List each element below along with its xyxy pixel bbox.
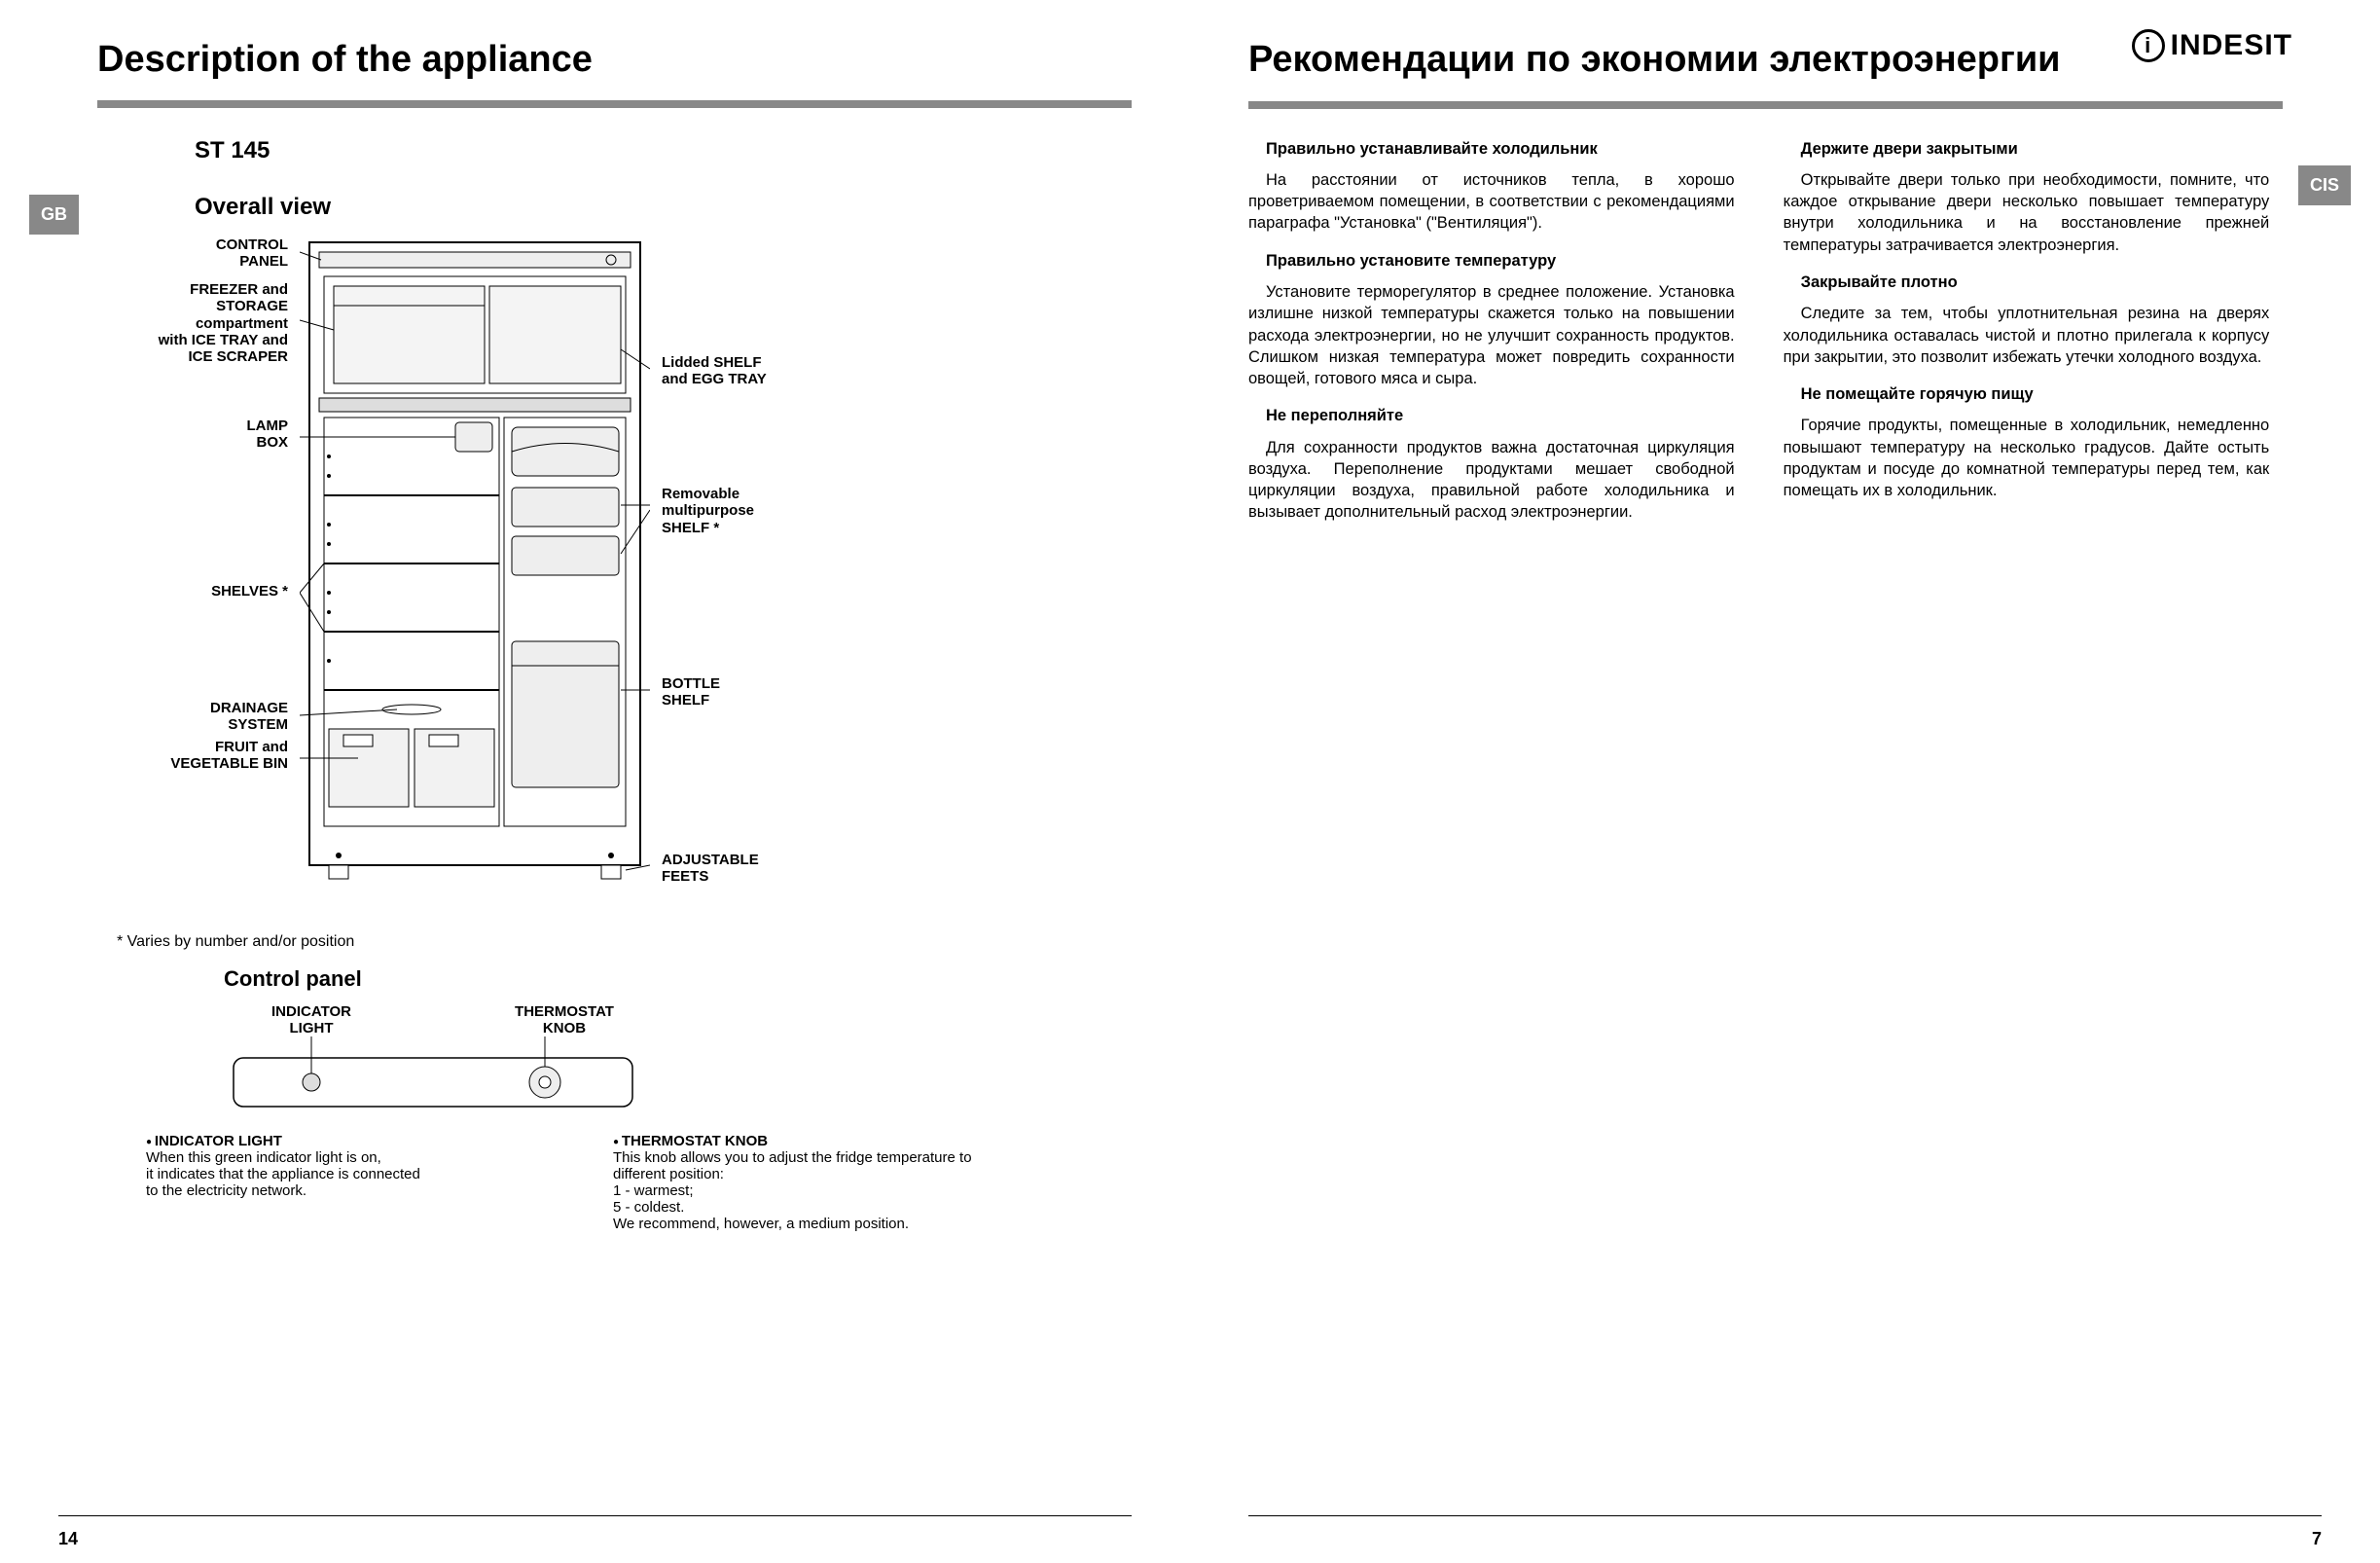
thermostat-knob-desc-title: THERMOSTAT KNOB (622, 1133, 768, 1149)
text-col-1: Правильно устанавливайте холодильник На … (1248, 138, 1735, 539)
model-number: ST 145 (195, 137, 1132, 164)
control-labels-row: INDICATOR LIGHT THERMOSTAT KNOB (243, 1003, 1132, 1036)
thermostat-knob-desc-body: This knob allows you to adjust the fridg… (613, 1149, 972, 1232)
rule-left (97, 100, 1132, 108)
control-descriptions: INDICATOR LIGHT When this green indicato… (146, 1133, 1132, 1232)
sec-h-4: Держите двери закрытыми (1784, 138, 2270, 160)
label-bottle-shelf: BOTTLE SHELF (662, 675, 720, 709)
sec-h-6: Не помещайте горячую пищу (1784, 383, 2270, 405)
text-col-2: Держите двери закрытыми Открывайте двери… (1784, 138, 2270, 539)
text-columns: Правильно устанавливайте холодильник На … (1248, 138, 2283, 539)
page-title-right: Рекомендации по экономии электроэнергии (1248, 39, 2283, 82)
footer-rule-right (1248, 1515, 2322, 1516)
label-shelves: SHELVES * (211, 583, 288, 600)
label-fruit-bin: FRUIT and VEGETABLE BIN (170, 739, 288, 773)
sec-p-6: Горячие продукты, помещенные в холодильн… (1784, 415, 2270, 501)
footnote: * Varies by number and/or position (117, 933, 1132, 951)
page-left: Description of the appliance GB ST 145 O… (0, 0, 1190, 1563)
control-panel-illustration (224, 1036, 642, 1114)
rule-right (1248, 101, 2283, 109)
footer-rule-left (58, 1515, 1132, 1516)
page-title-left: Description of the appliance (97, 39, 1132, 81)
label-lamp-box: LAMP BOX (247, 418, 289, 452)
lang-tab-cis: CIS (2298, 165, 2351, 205)
sec-p-5: Следите за тем, чтобы уплотнительная рез… (1784, 303, 2270, 368)
sec-h-3: Не переполняйте (1248, 405, 1735, 426)
label-drainage: DRAINAGE SYSTEM (210, 700, 288, 734)
label-lidded-shelf: Lidded SHELF and EGG TRAY (662, 354, 767, 388)
control-panel-heading: Control panel (224, 966, 1132, 992)
indicator-light-desc: INDICATOR LIGHT When this green indicato… (146, 1133, 555, 1232)
label-control-panel: CONTROL PANEL (216, 236, 288, 271)
lang-tab-gb: GB (29, 195, 79, 235)
indicator-light-desc-title: INDICATOR LIGHT (155, 1133, 282, 1149)
brand-logo: i INDESIT (2132, 29, 2292, 62)
sec-p-1: На расстоянии от источников тепла, в хор… (1248, 169, 1735, 235)
page-number-right: 7 (2312, 1529, 2322, 1549)
sec-h-1: Правильно устанавливайте холодильник (1248, 138, 1735, 160)
brand-icon: i (2132, 29, 2165, 62)
fridge-illustration (300, 233, 650, 894)
sec-p-4: Открывайте двери только при необходимост… (1784, 169, 2270, 256)
page-number-left: 14 (58, 1529, 78, 1549)
indicator-light-label: INDICATOR LIGHT (243, 1003, 379, 1036)
sec-h-2: Правильно установите температуру (1248, 250, 1735, 272)
sec-h-5: Закрывайте плотно (1784, 272, 2270, 293)
page-right: i INDESIT Рекомендации по экономии элект… (1190, 0, 2380, 1563)
sec-p-3: Для сохранности продуктов важна достаточ… (1248, 437, 1735, 524)
appliance-diagram: CONTROL PANEL FREEZER and STORAGE compar… (97, 233, 1132, 894)
thermostat-knob-label: THERMOSTAT KNOB (496, 1003, 632, 1036)
sec-p-2: Установите терморегулятор в среднее поло… (1248, 281, 1735, 389)
label-freezer: FREEZER and STORAGE compartment with ICE… (159, 281, 288, 365)
overall-view-heading: Overall view (195, 194, 1132, 221)
brand-text: INDESIT (2171, 29, 2292, 62)
label-multipurpose-shelf: Removable multipurpose SHELF * (662, 486, 754, 536)
label-adjustable-feets: ADJUSTABLE FEETS (662, 852, 759, 886)
indicator-light-desc-body: When this green indicator light is on, i… (146, 1149, 420, 1199)
thermostat-knob-desc: THERMOSTAT KNOB This knob allows you to … (613, 1133, 1022, 1232)
